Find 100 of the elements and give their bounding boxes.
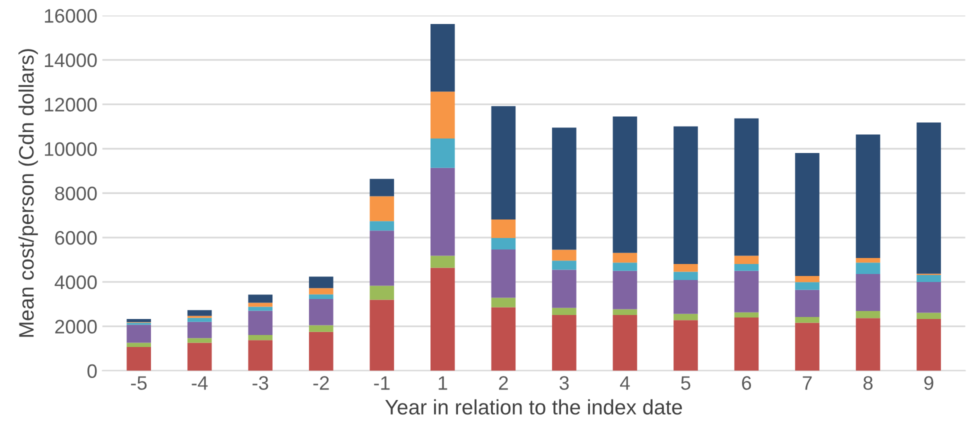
x-tick-label: 2 [499, 376, 508, 390]
bar [370, 221, 394, 231]
bar [552, 260, 576, 270]
y-tick-label: 16000 [44, 9, 97, 23]
bar [430, 24, 455, 92]
bar [856, 258, 880, 263]
bar [308, 299, 334, 326]
x-axis-title: Year in relation to the index date [385, 399, 682, 415]
bar [734, 264, 759, 271]
bar [856, 311, 880, 318]
bar [856, 134, 880, 258]
bar [187, 322, 212, 338]
bar [612, 252, 638, 263]
bar [248, 294, 273, 303]
y-tick-label: 4000 [54, 275, 97, 290]
bar [552, 315, 576, 371]
bar [491, 250, 516, 298]
bar [795, 276, 820, 282]
bar [612, 262, 638, 271]
bar [612, 270, 638, 310]
bar [856, 318, 880, 371]
bar [856, 262, 880, 274]
bar [308, 294, 334, 300]
x-tick-label: -4 [192, 376, 208, 390]
x-tick-label: 9 [924, 376, 934, 390]
x-tick-label: -5 [131, 376, 147, 390]
y-tick-label: 14000 [44, 53, 97, 68]
y-tick-label: 10000 [44, 142, 97, 156]
bar [430, 268, 455, 371]
bar [187, 310, 212, 316]
x-tick-label: -1 [374, 376, 390, 390]
bar [430, 168, 455, 256]
bar [916, 282, 941, 313]
bar [674, 314, 698, 320]
y-tick-label: 6000 [55, 231, 97, 245]
x-tick-label: -2 [313, 376, 329, 390]
bar [916, 122, 941, 274]
bar [552, 250, 576, 261]
bar [674, 272, 698, 280]
bar [612, 315, 638, 371]
bar [308, 325, 334, 332]
bar [308, 332, 334, 371]
bar [491, 307, 516, 371]
bar [552, 128, 576, 250]
bar [674, 264, 698, 272]
bar [674, 320, 698, 371]
bar [552, 270, 576, 308]
bar [795, 290, 820, 318]
bar [734, 270, 759, 312]
x-tick-label: 6 [742, 376, 752, 390]
y-tick-label: 8000 [55, 186, 97, 200]
bar [248, 310, 273, 335]
x-tick-label: 4 [620, 376, 630, 390]
bar [916, 319, 941, 371]
bar [734, 118, 759, 256]
bar [795, 317, 820, 323]
bar [187, 318, 212, 322]
bar [552, 308, 576, 316]
x-tick-label: 8 [863, 376, 873, 390]
bar [734, 256, 759, 264]
bar [430, 92, 455, 139]
bar [248, 306, 273, 311]
x-tick-label: 1 [438, 376, 448, 390]
bar [248, 302, 273, 307]
y-tick-label: 12000 [44, 98, 97, 112]
y-axis-title: Mean cost/person (Cdn dollars) [18, 49, 38, 337]
bar [612, 309, 638, 316]
bar [126, 342, 151, 347]
bar [612, 116, 638, 253]
bar [126, 324, 151, 343]
bar [734, 312, 759, 318]
bar [795, 152, 820, 276]
bar [916, 275, 941, 282]
bar [430, 256, 455, 268]
bar [491, 220, 516, 238]
bar [308, 276, 334, 288]
x-tick-label: 3 [560, 376, 569, 390]
bar [248, 340, 273, 371]
bar [370, 286, 394, 300]
bar [187, 342, 212, 371]
bar [126, 319, 151, 322]
bar [370, 196, 394, 222]
bar [674, 126, 698, 264]
x-tick-label: 5 [681, 376, 690, 390]
bar [370, 300, 394, 371]
bar [248, 335, 273, 340]
bar [126, 346, 151, 371]
y-tick-label: 0 [87, 364, 97, 378]
bar [370, 230, 394, 286]
bar [308, 288, 334, 294]
bar [430, 138, 455, 168]
x-tick-label: 7 [802, 376, 812, 390]
y-tick-label: 2000 [55, 320, 97, 334]
bar [916, 312, 941, 320]
bar [491, 238, 516, 250]
bar [734, 317, 759, 371]
bar [795, 282, 820, 290]
bar [674, 280, 698, 314]
bar [491, 106, 516, 220]
x-tick-label: -3 [252, 376, 268, 390]
